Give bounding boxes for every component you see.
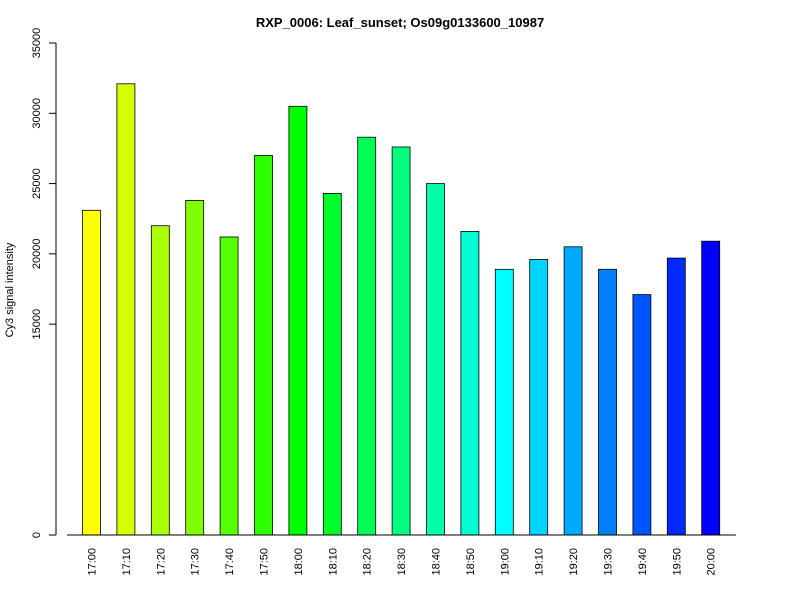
bar-1930 <box>598 268 617 536</box>
x-tick-label: 17:30 <box>190 548 202 576</box>
x-tick-label: 17:00 <box>87 548 99 576</box>
x-tick-label: 19:50 <box>671 548 683 576</box>
y-tick-label: 25000 <box>31 168 43 199</box>
bar-1950 <box>666 257 686 536</box>
y-tick-label: 35000 <box>31 28 43 59</box>
bar-1700 <box>82 209 101 536</box>
bar-1900 <box>494 268 514 536</box>
x-tick-label: 17:10 <box>121 548 133 576</box>
y-tick-label: 30000 <box>31 98 43 129</box>
y-axis: 0 15000 20000 25000 30000 35000 <box>31 28 57 538</box>
bar-1920 <box>563 246 583 536</box>
x-tick-label: 19:20 <box>568 548 580 576</box>
bar-1740 <box>219 236 239 536</box>
x-tick-label: 17:20 <box>155 548 167 576</box>
bar-1910 <box>529 259 549 536</box>
x-tick-label: 19:30 <box>603 548 615 576</box>
bar-1850 <box>460 230 480 536</box>
x-tick-label: 18:30 <box>396 548 408 576</box>
x-tick-label: 17:40 <box>224 548 236 576</box>
x-tick-label: 18:20 <box>362 548 374 576</box>
x-tick-label: 17:50 <box>259 548 271 576</box>
bars <box>82 83 721 536</box>
y-axis-label: Cy3 signal intensity <box>4 242 16 337</box>
y-tick-label: 15000 <box>31 309 43 340</box>
x-tick-label: 18:00 <box>293 548 305 576</box>
x-tick-label: 19:40 <box>637 548 649 576</box>
bar-1810 <box>322 192 342 536</box>
bar-1710 <box>116 83 136 536</box>
x-tick-label: 20:00 <box>706 548 718 576</box>
y-tick-label: 20000 <box>31 239 43 270</box>
x-tick-label: 18:50 <box>465 548 477 576</box>
x-tick-label: 18:40 <box>431 548 443 576</box>
bar-1940 <box>632 294 652 536</box>
bar-1830 <box>391 146 411 536</box>
bar-1730 <box>185 199 205 536</box>
bar-1720 <box>150 225 170 536</box>
bar-1750 <box>254 155 273 536</box>
x-tick-label: 18:10 <box>327 548 339 576</box>
bar-1840 <box>426 183 445 536</box>
bar-2000 <box>701 240 721 536</box>
bar-1820 <box>357 136 377 536</box>
x-tick-label: 19:10 <box>534 548 546 576</box>
bar-1800 <box>288 105 308 536</box>
chart-title: RXP_0006: Leaf_sunset; Os09g0133600_1098… <box>256 15 544 30</box>
y-tick-label: 0 <box>31 532 43 538</box>
x-axis-tick-labels: 17:00 17:10 17:20 17:30 17:40 17:50 18:00 18:10… <box>87 548 718 576</box>
x-tick-label: 19:00 <box>499 548 511 576</box>
